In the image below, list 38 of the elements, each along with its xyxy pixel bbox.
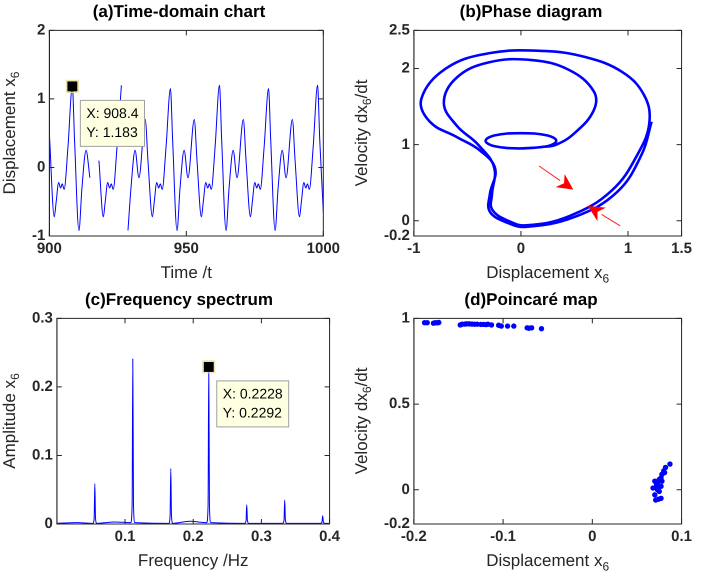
chart-title: (a)Time-domain chart	[92, 2, 266, 21]
x-axis-title: Frequency /Hz	[138, 551, 248, 570]
y-tick-label: -0.2	[384, 227, 410, 244]
x-tick-label: 0.1	[114, 528, 136, 546]
y-tick-label: 0.2	[32, 378, 53, 396]
chart-title: (c)Frequency spectrum	[85, 290, 273, 309]
x-tick-label: 950	[174, 240, 199, 258]
y-tick-label: 0	[402, 480, 410, 498]
x-tick-label: 1.5	[671, 240, 692, 258]
x-axis-title: Displacement x$_{6}$	[486, 263, 610, 286]
y-tick-label: 0.5	[388, 395, 410, 412]
chart-title: (d)Poincaré map	[464, 290, 598, 309]
x-axis-title: Time /t	[160, 263, 212, 282]
x-tick-label: 0.4	[319, 528, 341, 546]
y-tick-label: 1	[36, 90, 46, 108]
x-tick-label: 0.3	[250, 528, 272, 546]
x-tick-label: 0.2	[182, 528, 204, 546]
y-tick-label: 0.3	[32, 310, 53, 327]
x-tick-label: 0	[516, 240, 526, 258]
y-tick-label: 1	[402, 136, 410, 153]
y-tick-label: 2.5	[388, 22, 410, 39]
annotation: X: 908.4 Y: 1.183	[86, 104, 139, 140]
x-tick-label: 0	[588, 528, 597, 546]
chart-title: (b)Phase diagram	[460, 2, 602, 21]
x-tick-label: 1000	[306, 240, 340, 258]
annotation: X: 0.2228 Y: 0.2292	[222, 385, 283, 420]
y-tick-label: 0	[36, 158, 46, 176]
y-tick-label: 0	[402, 212, 410, 229]
x-axis-title: Displacement x$_{6}$	[486, 551, 610, 574]
y-tick-label: 0	[44, 515, 53, 532]
x-tick-label: 900	[36, 240, 62, 258]
y-tick-label: 0.1	[32, 446, 53, 464]
x-tick-label: 0.1	[671, 528, 692, 546]
y-tick-label: 1	[402, 310, 410, 327]
y-tick-label: 2	[402, 60, 410, 77]
y-tick-label: 2	[36, 22, 46, 39]
x-tick-label: -0.1	[490, 528, 516, 546]
x-tick-label: 1	[624, 240, 632, 258]
